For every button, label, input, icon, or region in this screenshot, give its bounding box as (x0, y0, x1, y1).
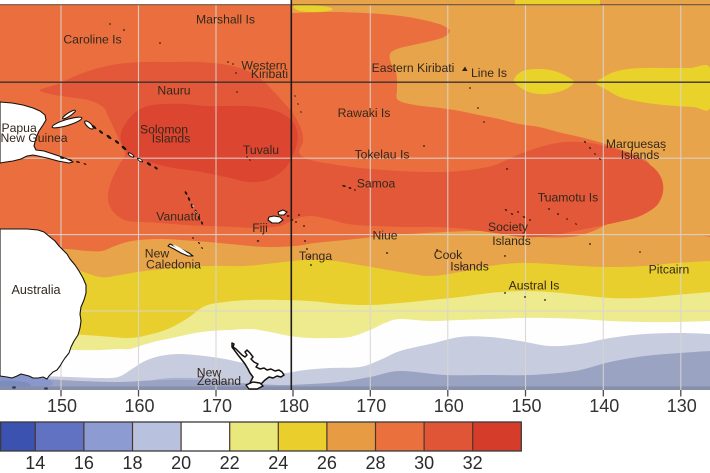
svg-text:Australia: Australia (12, 283, 61, 297)
svg-text:140: 140 (589, 396, 619, 416)
svg-text:24: 24 (268, 453, 288, 473)
svg-text:New: New (145, 247, 170, 261)
svg-text:Austral Is: Austral Is (509, 279, 560, 293)
svg-text:160: 160 (434, 396, 464, 416)
svg-text:Vanuatu: Vanuatu (156, 210, 201, 224)
svg-text:Samoa: Samoa (357, 177, 396, 191)
svg-text:Marshall Is: Marshall Is (196, 13, 255, 27)
svg-text:New: New (197, 366, 222, 380)
svg-text:Islands: Islands (450, 260, 489, 274)
svg-text:Line Is: Line Is (471, 66, 507, 80)
svg-text:Rawaki Is: Rawaki Is (338, 106, 391, 120)
svg-text:32: 32 (463, 453, 483, 473)
svg-text:Caledonia: Caledonia (146, 258, 201, 272)
svg-text:Niue: Niue (372, 229, 397, 243)
svg-text:20: 20 (171, 453, 191, 473)
svg-text:26: 26 (317, 453, 337, 473)
svg-text:Tonga: Tonga (299, 249, 332, 263)
svg-text:18: 18 (122, 453, 142, 473)
svg-text:180: 180 (279, 396, 309, 416)
svg-text:Kiribati: Kiribati (251, 67, 288, 81)
svg-text:28: 28 (365, 453, 385, 473)
svg-text:150: 150 (47, 396, 77, 416)
svg-text:Solomon: Solomon (140, 123, 188, 137)
svg-text:Tuamotu Is: Tuamotu Is (538, 191, 599, 205)
svg-text:Islands: Islands (621, 148, 660, 162)
svg-text:170: 170 (356, 396, 386, 416)
svg-text:Caroline Is: Caroline Is (63, 33, 121, 47)
svg-text:Society: Society (488, 220, 529, 234)
svg-text:Islands: Islands (152, 132, 191, 146)
svg-text:Zealand: Zealand (197, 374, 241, 388)
svg-text:160: 160 (124, 396, 154, 416)
svg-text:30: 30 (414, 453, 434, 473)
svg-text:130: 130 (667, 396, 697, 416)
svg-text:Papua: Papua (2, 121, 37, 135)
svg-text:Fiji: Fiji (252, 221, 268, 235)
svg-text:New Guinea: New Guinea (1, 131, 68, 145)
svg-text:Marquesas: Marquesas (606, 137, 666, 151)
svg-text:14: 14 (25, 453, 45, 473)
svg-text:Islands: Islands (492, 234, 531, 248)
svg-text:Tuvalu: Tuvalu (243, 143, 279, 157)
svg-text:170: 170 (202, 396, 232, 416)
svg-text:Tokelau Is: Tokelau Is (355, 148, 410, 162)
svg-text:150: 150 (511, 396, 541, 416)
svg-text:Nauru: Nauru (157, 84, 190, 98)
svg-text:22: 22 (220, 453, 240, 473)
svg-text:Western: Western (241, 59, 286, 73)
svg-text:Eastern Kiribati: Eastern Kiribati (372, 61, 455, 75)
svg-text:Cook: Cook (434, 248, 463, 262)
svg-text:16: 16 (74, 453, 94, 473)
svg-text:Pitcairn: Pitcairn (649, 263, 690, 277)
